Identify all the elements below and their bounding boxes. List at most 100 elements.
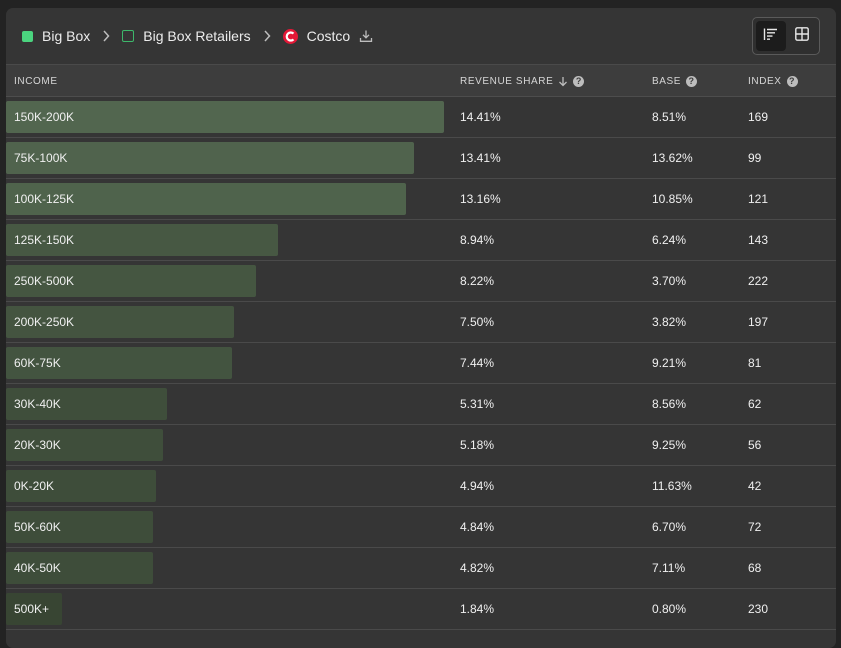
- revenue-share-cell: 14.41%: [460, 110, 501, 124]
- table-row[interactable]: 30K-40K 5.31% 8.56% 62: [6, 384, 836, 425]
- revenue-share-bar: [6, 347, 232, 379]
- table-row[interactable]: 60K-75K 7.44% 9.21% 81: [6, 343, 836, 384]
- table-row[interactable]: 0K-20K 4.94% 11.63% 42: [6, 466, 836, 507]
- revenue-share-cell: 13.16%: [460, 192, 501, 206]
- index-cell: 72: [748, 520, 762, 534]
- table-row[interactable]: 75K-100K 13.41% 13.62% 99: [6, 138, 836, 179]
- arrow-down-icon: [558, 76, 568, 87]
- base-cell: 9.21%: [652, 356, 687, 370]
- revenue-share-cell: 5.31%: [460, 397, 495, 411]
- index-cell: 222: [748, 274, 769, 288]
- table-row[interactable]: 125K-150K 8.94% 6.24% 143: [6, 220, 836, 261]
- table-row[interactable]: 150K-200K 14.41% 8.51% 169: [6, 97, 836, 138]
- table-row[interactable]: 40K-50K 4.82% 7.11% 68: [6, 548, 836, 589]
- revenue-share-bar: [6, 306, 234, 338]
- base-cell: 9.25%: [652, 438, 687, 452]
- revenue-share-bar: [6, 265, 256, 297]
- breadcrumb-label: Big Box: [42, 28, 91, 44]
- revenue-share-cell: 13.41%: [460, 151, 501, 165]
- breadcrumb-label: Big Box Retailers: [143, 28, 251, 44]
- revenue-share-cell: 8.94%: [460, 233, 495, 247]
- revenue-share-bar: [6, 470, 156, 502]
- income-cell: 250K-500K: [14, 274, 75, 288]
- index-cell: 169: [748, 110, 769, 124]
- income-cell: 20K-30K: [14, 438, 61, 452]
- column-header-income[interactable]: INCOME: [14, 65, 58, 97]
- base-cell: 7.11%: [652, 561, 686, 575]
- index-cell: 143: [748, 233, 769, 247]
- base-cell: 6.24%: [652, 233, 687, 247]
- income-cell: 40K-50K: [14, 561, 61, 575]
- base-cell: 0.80%: [652, 602, 687, 616]
- income-cell: 125K-150K: [14, 233, 75, 247]
- column-label: INCOME: [14, 75, 58, 87]
- column-label: INDEX: [748, 75, 782, 87]
- breadcrumb-item-costco[interactable]: Costco: [282, 28, 374, 44]
- revenue-share-cell: 8.22%: [460, 274, 495, 288]
- column-header-index[interactable]: INDEX ?: [748, 65, 798, 97]
- table-row[interactable]: 500K+ 1.84% 0.80% 230: [6, 589, 836, 630]
- table-row[interactable]: 50K-60K 4.84% 6.70% 72: [6, 507, 836, 548]
- base-cell: 3.82%: [652, 315, 687, 329]
- breadcrumb-label: Costco: [306, 28, 351, 44]
- index-cell: 197: [748, 315, 769, 329]
- revenue-share-bar: [6, 429, 163, 461]
- help-circle-icon[interactable]: ?: [686, 75, 698, 87]
- income-cell: 500K+: [14, 602, 50, 616]
- revenue-share-bar: [6, 511, 153, 543]
- index-cell: 42: [748, 479, 762, 493]
- income-panel: Big Box Big Box Retailers Costco: [6, 8, 836, 648]
- revenue-share-bar: [6, 142, 414, 174]
- income-cell: 30K-40K: [14, 397, 61, 411]
- revenue-share-cell: 7.50%: [460, 315, 495, 329]
- income-cell: 100K-125K: [14, 192, 75, 206]
- breadcrumb-item-big-box[interactable]: Big Box: [22, 28, 90, 44]
- base-cell: 8.56%: [652, 397, 687, 411]
- table-header: INCOME REVENUE SHARE ? BASE ? INDEX ?: [6, 64, 836, 97]
- base-cell: 11.63%: [652, 479, 692, 493]
- help-circle-icon[interactable]: ?: [573, 75, 585, 87]
- base-cell: 10.85%: [652, 192, 693, 206]
- filled-square-icon: [22, 30, 33, 42]
- revenue-share-cell: 4.84%: [460, 520, 495, 534]
- table-row[interactable]: 100K-125K 13.16% 10.85% 121: [6, 179, 836, 220]
- download-icon[interactable]: [359, 29, 373, 43]
- grid-view-button[interactable]: [787, 21, 817, 51]
- income-cell: 0K-20K: [14, 479, 55, 493]
- revenue-share-cell: 1.84%: [460, 602, 495, 616]
- revenue-share-bar: [6, 101, 444, 133]
- index-cell: 68: [748, 561, 762, 575]
- index-cell: 99: [748, 151, 762, 165]
- table-row[interactable]: 200K-250K 7.50% 3.82% 197: [6, 302, 836, 343]
- breadcrumb-item-big-box-retailers[interactable]: Big Box Retailers: [122, 28, 251, 44]
- bar-view-button[interactable]: [756, 21, 786, 51]
- revenue-share-bar: [6, 552, 153, 584]
- table-row[interactable]: 20K-30K 5.18% 9.25% 56: [6, 425, 836, 466]
- costco-logo-icon: [282, 28, 298, 44]
- base-cell: 6.70%: [652, 520, 687, 534]
- outline-square-icon: [122, 30, 135, 42]
- help-circle-icon[interactable]: ?: [786, 75, 798, 87]
- index-cell: 81: [748, 356, 762, 370]
- index-cell: 62: [748, 397, 762, 411]
- revenue-share-cell: 5.18%: [460, 438, 495, 452]
- column-header-base[interactable]: BASE ?: [652, 65, 698, 97]
- chevron-right-icon: [263, 30, 271, 42]
- revenue-share-bar: [6, 593, 62, 625]
- revenue-share-bar: [6, 388, 167, 420]
- view-toggle: [752, 17, 820, 55]
- column-header-revenue-share[interactable]: REVENUE SHARE ?: [460, 65, 585, 97]
- table-body: 150K-200K 14.41% 8.51% 169 75K-100K 13.41% 13.…: [6, 97, 836, 630]
- table-row[interactable]: 250K-500K 8.22% 3.70% 222: [6, 261, 836, 302]
- income-cell: 200K-250K: [14, 315, 75, 329]
- revenue-share-cell: 4.82%: [460, 561, 495, 575]
- index-cell: 121: [748, 192, 769, 206]
- base-cell: 3.70%: [652, 274, 687, 288]
- income-cell: 75K-100K: [14, 151, 68, 165]
- income-cell: 50K-60K: [14, 520, 61, 534]
- revenue-share-bar: [6, 224, 278, 256]
- column-label: BASE: [652, 75, 682, 87]
- income-table: INCOME REVENUE SHARE ? BASE ? INDEX ? 15…: [6, 64, 836, 630]
- chevron-right-icon: [102, 30, 110, 42]
- income-cell: 150K-200K: [14, 110, 75, 124]
